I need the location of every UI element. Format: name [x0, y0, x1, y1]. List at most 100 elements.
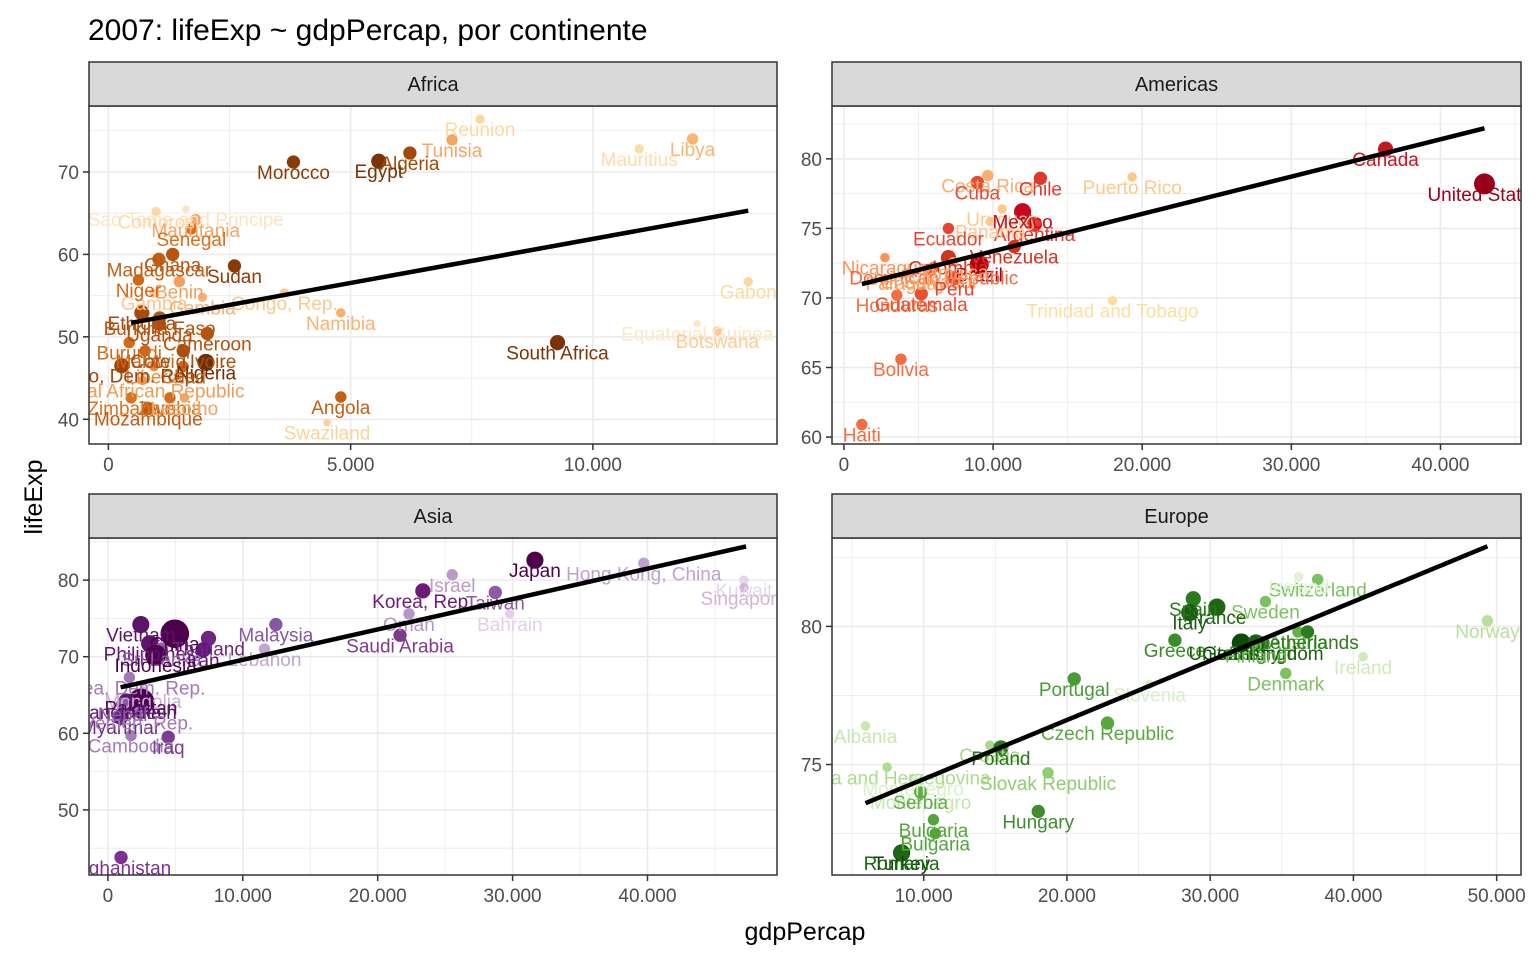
- point-label: Lesotho: [151, 399, 219, 420]
- data-point: [403, 146, 417, 160]
- facet-asia: Japan Hong Kong, ChinaKuwaitSingaporeIsra…: [58, 493, 778, 907]
- data-point: [997, 204, 1007, 214]
- data-point: [160, 619, 190, 649]
- point-label: Turkey: [873, 854, 931, 875]
- point-label: Bolivia: [873, 360, 929, 381]
- point-label: Sri Lanka: [121, 650, 202, 671]
- point-label: China: [150, 635, 200, 656]
- point-label: Jamaica: [918, 263, 989, 284]
- x-tick-label: 0: [103, 455, 114, 476]
- data-point: [929, 827, 941, 840]
- point-label: Switzerland: [1269, 580, 1367, 601]
- point-label: Uganda: [126, 325, 193, 346]
- data-point: [1311, 573, 1324, 586]
- facet-strip-label: Europe: [1144, 506, 1209, 528]
- data-point: [880, 252, 890, 263]
- x-tick-label: 0: [839, 455, 850, 476]
- data-point: [125, 729, 137, 742]
- data-point: [181, 205, 190, 213]
- facet-strip-label: Americas: [1135, 74, 1218, 96]
- point-label: Finland: [1225, 647, 1287, 668]
- data-point: [693, 319, 702, 328]
- data-point: [985, 216, 995, 227]
- point-label: Ghana: [144, 255, 201, 276]
- data-point: [446, 134, 458, 146]
- facet-strip: [88, 61, 778, 107]
- point-label: Peru: [934, 279, 974, 300]
- point-label: Puerto Rico: [1083, 178, 1182, 199]
- point-label: Central African Republic: [41, 382, 245, 403]
- point-label: Uruguay: [966, 210, 1038, 231]
- data-point: [1292, 626, 1304, 638]
- point-label: Greece: [1144, 641, 1206, 662]
- data-point: [164, 392, 176, 404]
- x-tick-label: 5.000: [327, 455, 375, 476]
- point-label: Italy: [1172, 614, 1207, 635]
- data-point: [1185, 591, 1201, 607]
- data-point: [123, 671, 136, 684]
- point-label: Cote d'Ivoire: [130, 352, 236, 373]
- point-label: Vietnam: [106, 626, 175, 647]
- data-point: [149, 288, 159, 298]
- point-label: Sudan: [207, 267, 262, 288]
- y-tick-label: 40: [58, 410, 79, 431]
- panel-background: [89, 538, 777, 875]
- point-label: Congo, Rep.: [231, 294, 338, 315]
- gridlines: [832, 106, 1521, 444]
- y-tick-label: 80: [801, 617, 822, 638]
- x-tick-label: 0: [103, 886, 114, 907]
- data-point: [1474, 173, 1495, 195]
- data-point: [179, 393, 190, 403]
- y-tick-label: 60: [58, 245, 79, 266]
- data-point: [197, 292, 208, 303]
- point-label: Congo, Dem. Rep.: [43, 367, 200, 388]
- point-label: United Kingdom: [1188, 644, 1323, 665]
- point-label: Reunion: [445, 120, 516, 141]
- x-tick-label: 30.000: [1181, 886, 1239, 907]
- point-label: Cambodia: [88, 737, 175, 758]
- point-label: Angola: [311, 398, 371, 419]
- x-tick-label: 20.000: [1113, 455, 1171, 476]
- data-point: [123, 336, 135, 349]
- data-point: [712, 326, 723, 336]
- data-point: [151, 206, 161, 217]
- data-point: [227, 259, 242, 273]
- data-point: [286, 155, 301, 169]
- point-label: Iraq: [152, 738, 185, 759]
- data-point: [505, 609, 515, 619]
- point-label: Haiti: [843, 426, 881, 447]
- point-label: Japan: [509, 561, 561, 582]
- data-point: [893, 845, 910, 861]
- point-label: Netherlands: [1256, 633, 1358, 654]
- point-label: Sao Tome and Principe: [88, 210, 284, 231]
- point-label: Ireland: [1334, 658, 1392, 679]
- y-tick-label: 65: [801, 358, 822, 379]
- point-label: Libya: [670, 140, 716, 161]
- point-label: Chile: [1019, 179, 1062, 200]
- data-point: [914, 287, 928, 301]
- point-label: Gambia: [121, 294, 188, 315]
- point-label: Egypt: [354, 162, 403, 183]
- data-point: [882, 762, 892, 773]
- point-label: Cuba: [955, 184, 1001, 205]
- point-label: Belgium: [1229, 644, 1298, 665]
- data-point: [185, 223, 198, 235]
- point-label: Cameroon: [163, 335, 252, 356]
- point-label: Benin: [155, 283, 204, 304]
- data-point: [1042, 767, 1054, 779]
- point-label: Brazil: [955, 266, 1003, 287]
- data-point: [856, 418, 868, 431]
- data-point: [269, 617, 283, 632]
- point-label: Dominican Republic: [849, 268, 1018, 289]
- data-point: [739, 583, 749, 593]
- point-label: Chad: [160, 368, 205, 389]
- data-point: [393, 628, 407, 642]
- facet-strip: [831, 61, 1522, 107]
- x-tick-label: 20.000: [1038, 886, 1096, 907]
- data-point: [969, 255, 989, 275]
